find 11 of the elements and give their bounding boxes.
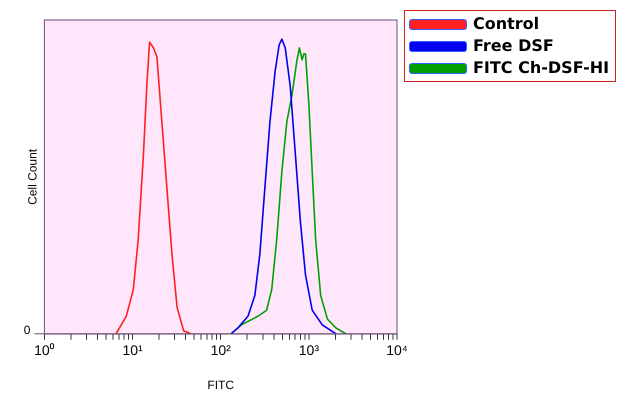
x-tick-label: 10⁴	[386, 342, 408, 358]
x-axis-title: FITC	[207, 378, 234, 392]
x-tick-label: 10¹	[122, 342, 144, 358]
x-tick-label: 10³	[298, 342, 320, 358]
legend-label: FITC Ch-DSF-HI	[473, 57, 610, 79]
legend-label: Free DSF	[473, 35, 554, 57]
legend-label: Control	[473, 13, 540, 35]
y-axis-title: Cell Count	[26, 148, 40, 205]
x-tick-label: 10⁰	[34, 342, 55, 358]
x-tick-label: 10²	[210, 342, 232, 358]
text: 0	[24, 323, 31, 338]
